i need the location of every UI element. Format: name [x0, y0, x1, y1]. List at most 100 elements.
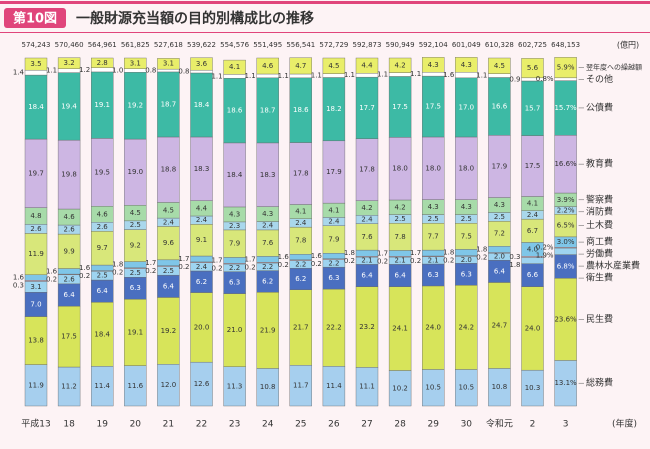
legend-label: 商工費 [586, 236, 613, 248]
value-label: 18.7 [161, 100, 177, 108]
value-label: 11.6 [128, 382, 144, 390]
bar-segment [289, 254, 312, 261]
total-label: 572,729 [319, 41, 348, 49]
bar-segment [24, 57, 48, 71]
legend-label: 衛生費 [586, 272, 613, 284]
value-label: 7.5 [461, 232, 472, 240]
value-label: 16.6 [492, 102, 508, 110]
value-label: 3.9% [557, 196, 575, 204]
value-label: 7.7 [428, 233, 439, 241]
value-label: 1.7 [410, 249, 421, 257]
total-label: 570,460 [55, 41, 84, 49]
bar-segment [190, 69, 213, 74]
value-label: 1.1 [377, 71, 388, 79]
bar-segment [422, 57, 445, 73]
value-label: 1.1 [245, 72, 256, 80]
value-label: 19.4 [61, 102, 77, 110]
bar-segment [521, 58, 544, 79]
bar-segment [57, 68, 81, 73]
value-label: 2.2 [328, 259, 339, 267]
value-label: 6.4 [97, 287, 109, 295]
value-label: 4.2 [395, 61, 406, 69]
value-label: 2.5 [494, 213, 505, 221]
total-label: 551,495 [253, 41, 282, 49]
value-label: 12.0 [161, 381, 177, 389]
x-tick-label: 24 [262, 420, 274, 430]
bar-segment [355, 57, 379, 74]
value-label: 6.2 [295, 275, 306, 283]
value-label: 1.9% [536, 252, 554, 260]
value-label: 1.8 [509, 261, 520, 269]
value-label: 24.0 [425, 324, 441, 332]
value-label: 11.4 [326, 382, 342, 390]
value-label: 21.7 [293, 324, 309, 332]
value-label: 18.6 [293, 106, 309, 114]
value-label: 2.5 [130, 221, 141, 229]
value-label: 1.6 [311, 252, 323, 260]
value-label: 12.6 [194, 380, 210, 388]
value-label: 2.0 [461, 256, 472, 264]
value-label: 4.0 [527, 245, 538, 253]
bar-segment [90, 57, 114, 68]
value-label: 7.0 [30, 300, 41, 308]
bar-segment [256, 256, 279, 263]
value-label: 3.6 [196, 60, 208, 68]
value-label: 4.6 [97, 210, 109, 218]
value-label: 4.8 [30, 212, 41, 220]
value-label: 22.2 [326, 324, 342, 332]
value-label: 0.2 [46, 275, 57, 283]
value-label: 17.5 [392, 103, 408, 111]
x-tick-label: 30 [461, 420, 473, 430]
value-label: 1.1 [278, 72, 289, 80]
value-label: 18.0 [425, 164, 441, 172]
value-label: 7.8 [395, 233, 406, 241]
x-tick-label: 23 [229, 420, 240, 430]
value-label: 11.1 [359, 383, 375, 391]
value-label: 0.8 [178, 68, 189, 76]
value-label: 1.7 [245, 255, 256, 263]
value-label: 2.4 [328, 218, 340, 226]
x-tick-label: 3 [563, 420, 569, 430]
value-label: 19.5 [94, 168, 110, 176]
value-label: 9.1 [196, 236, 207, 244]
legend-label: 翌年度への繰越額 [586, 63, 642, 72]
total-label: 592,873 [353, 41, 382, 49]
value-label: 2.5 [130, 269, 141, 277]
bar-segment [322, 57, 346, 74]
value-label: 2.4 [262, 222, 274, 230]
value-label: 0.2 [278, 261, 289, 269]
value-label: 0.8% [536, 75, 554, 83]
bar-segment [190, 255, 213, 263]
value-label: 4.3 [229, 210, 240, 218]
value-label: 0.2 [377, 257, 388, 265]
bar-segment [223, 59, 246, 75]
total-label: 564,961 [88, 41, 117, 49]
value-label: 24.7 [492, 321, 508, 329]
unit-label: (億円) [617, 40, 639, 50]
value-label: 6.2 [196, 278, 207, 286]
legend-label: 教育費 [586, 158, 613, 170]
value-label: 18.8 [161, 166, 177, 174]
value-label: 1.6 [79, 264, 91, 272]
value-label: 5.6 [527, 64, 539, 72]
bar-segment [157, 58, 180, 70]
value-label: 19.2 [128, 102, 144, 110]
value-label: 4.3 [262, 210, 273, 218]
x-tick-label: 27 [361, 420, 372, 430]
value-label: 2.2 [262, 263, 273, 271]
value-label: 9.9 [64, 247, 75, 255]
value-label: 4.3 [461, 203, 472, 211]
value-label: 0.3 [13, 282, 24, 290]
value-label: 1.1 [344, 71, 355, 79]
value-label: 1.0 [112, 67, 123, 75]
value-label: 4.5 [494, 62, 505, 70]
value-label: 2.4 [163, 218, 175, 226]
bar-segment [190, 57, 213, 71]
value-label: 18.4 [28, 103, 44, 111]
value-label: 2.5 [163, 267, 174, 275]
value-label: 17.5 [61, 333, 77, 341]
value-label: 6.3 [328, 274, 339, 282]
value-label: 2.5 [395, 215, 406, 223]
value-label: 18.0 [459, 164, 475, 172]
value-label: 4.5 [163, 206, 174, 214]
